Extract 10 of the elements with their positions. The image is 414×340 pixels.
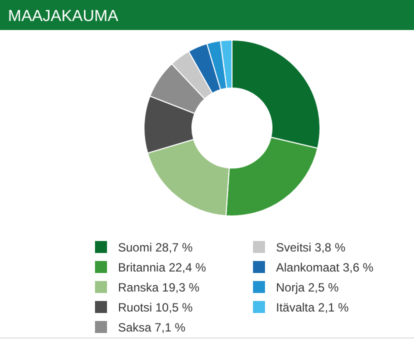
legend-label: Saksa 7,1 % [118,320,186,334]
legend-label: Itävalta 2,1 % [276,300,350,314]
legend-label: Ranska 19,3 % [118,280,200,294]
legend-label: Sveitsi 3,8 % [276,240,346,254]
legend-label: Alankomaat 3,6 % [276,260,374,274]
legend-label: Suomi 28,7 % [118,240,194,254]
legend-label: Ruotsi 10,5 % [118,300,194,314]
legend-label: Norja 2,5 % [276,280,340,294]
chart-title: MAAJAKAUMA [8,8,119,25]
legend-label: Britannia 22,4 % [118,260,206,274]
